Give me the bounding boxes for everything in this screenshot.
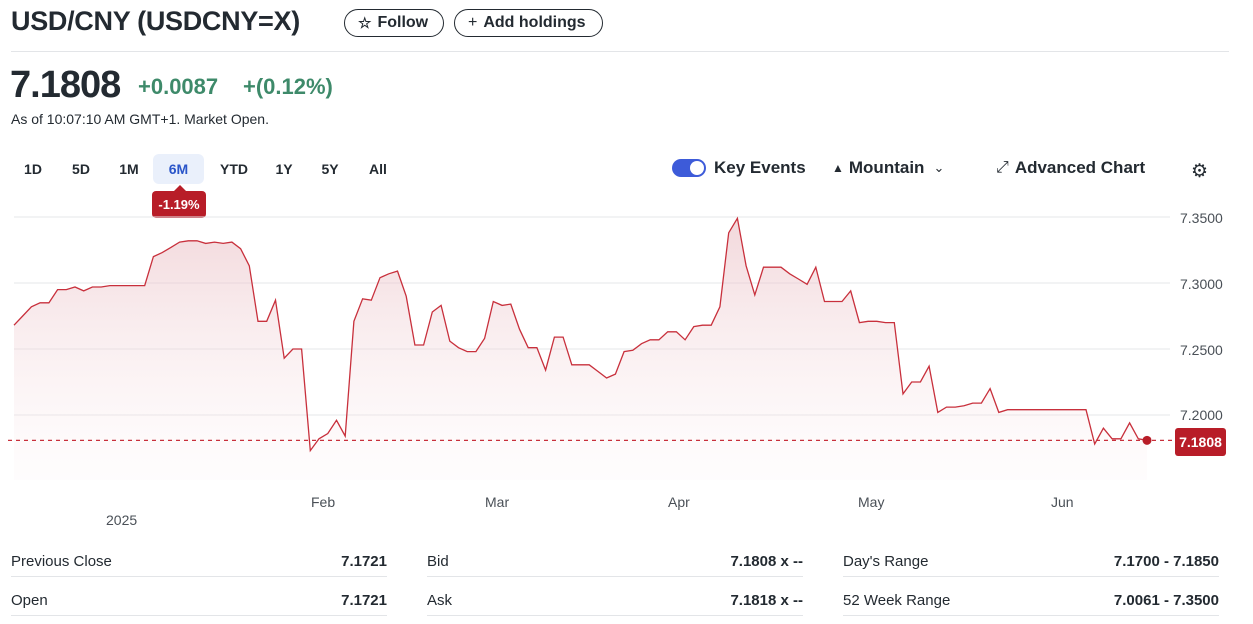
period-change-badge: -1.19% xyxy=(152,185,206,218)
gear-icon[interactable]: ⚙ xyxy=(1191,161,1209,182)
mountain-icon: ▲ xyxy=(832,161,844,175)
chevron-down-icon: ⌄ xyxy=(933,160,945,175)
stat-divider xyxy=(11,615,387,616)
toggle-switch-icon xyxy=(672,159,706,177)
range-1m[interactable]: 1M xyxy=(119,161,139,177)
chart-area-fill xyxy=(14,218,1147,481)
stat-label-open: Open xyxy=(11,592,48,609)
y-tick-label: 7.3000 xyxy=(1180,276,1223,292)
year-label: 2025 xyxy=(106,512,138,528)
price-change-percent: +(0.12%) xyxy=(243,74,333,99)
chart-type-dropdown[interactable]: ▲ Mountain ⌄ xyxy=(832,158,944,178)
stat-label-ask: Ask xyxy=(427,592,453,609)
y-tick-label: 7.3500 xyxy=(1180,210,1223,226)
range-1d[interactable]: 1D xyxy=(24,161,42,177)
page-title: USD/CNY (USDCNY=X) xyxy=(11,6,300,36)
stat-divider xyxy=(427,576,803,577)
star-icon: ☆ xyxy=(358,15,372,32)
price: 7.1808 xyxy=(10,64,121,106)
plus-icon: + xyxy=(468,14,478,31)
current-price-label: 7.1808 xyxy=(1175,428,1226,456)
x-tick-label: Apr xyxy=(668,494,690,510)
expand-arrow-icon: ⤢ xyxy=(996,159,1009,176)
price-change: +0.0087 xyxy=(138,74,219,99)
stat-label-days-range: Day's Range xyxy=(843,553,929,570)
stat-label-52-week-range: 52 Week Range xyxy=(843,592,951,609)
add-holdings-label: Add holdings xyxy=(483,14,586,31)
stat-label-previous-close: Previous Close xyxy=(11,553,112,570)
follow-label: Follow xyxy=(377,14,429,31)
advanced-chart-button[interactable]: ⤢ Advanced Chart xyxy=(996,158,1145,178)
advanced-chart-label: Advanced Chart xyxy=(1014,158,1146,177)
stat-divider xyxy=(843,615,1219,616)
range-6m[interactable]: 6M xyxy=(153,154,204,184)
x-tick-label: Mar xyxy=(485,494,510,510)
stat-divider xyxy=(843,576,1219,577)
stat-value-bid: 7.1808 x -- xyxy=(730,553,803,570)
x-tick-label: May xyxy=(858,494,885,510)
add-holdings-button[interactable]: + Add holdings xyxy=(454,9,603,37)
chart-type-label: Mountain xyxy=(848,158,925,177)
key-events-label: Key Events xyxy=(714,158,806,177)
range-all[interactable]: All xyxy=(369,161,387,177)
y-tick-label: 7.2000 xyxy=(1180,407,1223,423)
x-tick-label: Jun xyxy=(1051,494,1074,510)
stat-value-days-range: 7.1700 - 7.1850 xyxy=(1113,553,1219,570)
range-1y[interactable]: 1Y xyxy=(275,161,293,177)
stat-value-open: 7.1721 xyxy=(341,592,387,609)
current-price-dot xyxy=(1142,435,1152,445)
stat-divider xyxy=(427,615,803,616)
header-divider xyxy=(11,51,1229,52)
range-5y[interactable]: 5Y xyxy=(321,161,339,177)
stat-value-ask: 7.1818 x -- xyxy=(730,592,803,609)
follow-button[interactable]: ☆ Follow xyxy=(344,9,444,37)
stat-value-52-week-range: 7.0061 - 7.3500 xyxy=(1113,592,1219,609)
x-tick-label: Feb xyxy=(311,494,336,510)
range-5d[interactable]: 5D xyxy=(72,161,90,177)
stat-divider xyxy=(11,576,387,577)
key-events-toggle[interactable]: Key Events xyxy=(672,158,806,178)
as-of-timestamp: As of 10:07:10 AM GMT+1. Market Open. xyxy=(11,111,269,127)
stat-value-previous-close: 7.1721 xyxy=(341,553,387,570)
stat-label-bid: Bid xyxy=(427,553,449,570)
y-tick-label: 7.2500 xyxy=(1180,342,1223,358)
series-line xyxy=(13,216,1148,453)
range-ytd[interactable]: YTD xyxy=(220,161,248,177)
